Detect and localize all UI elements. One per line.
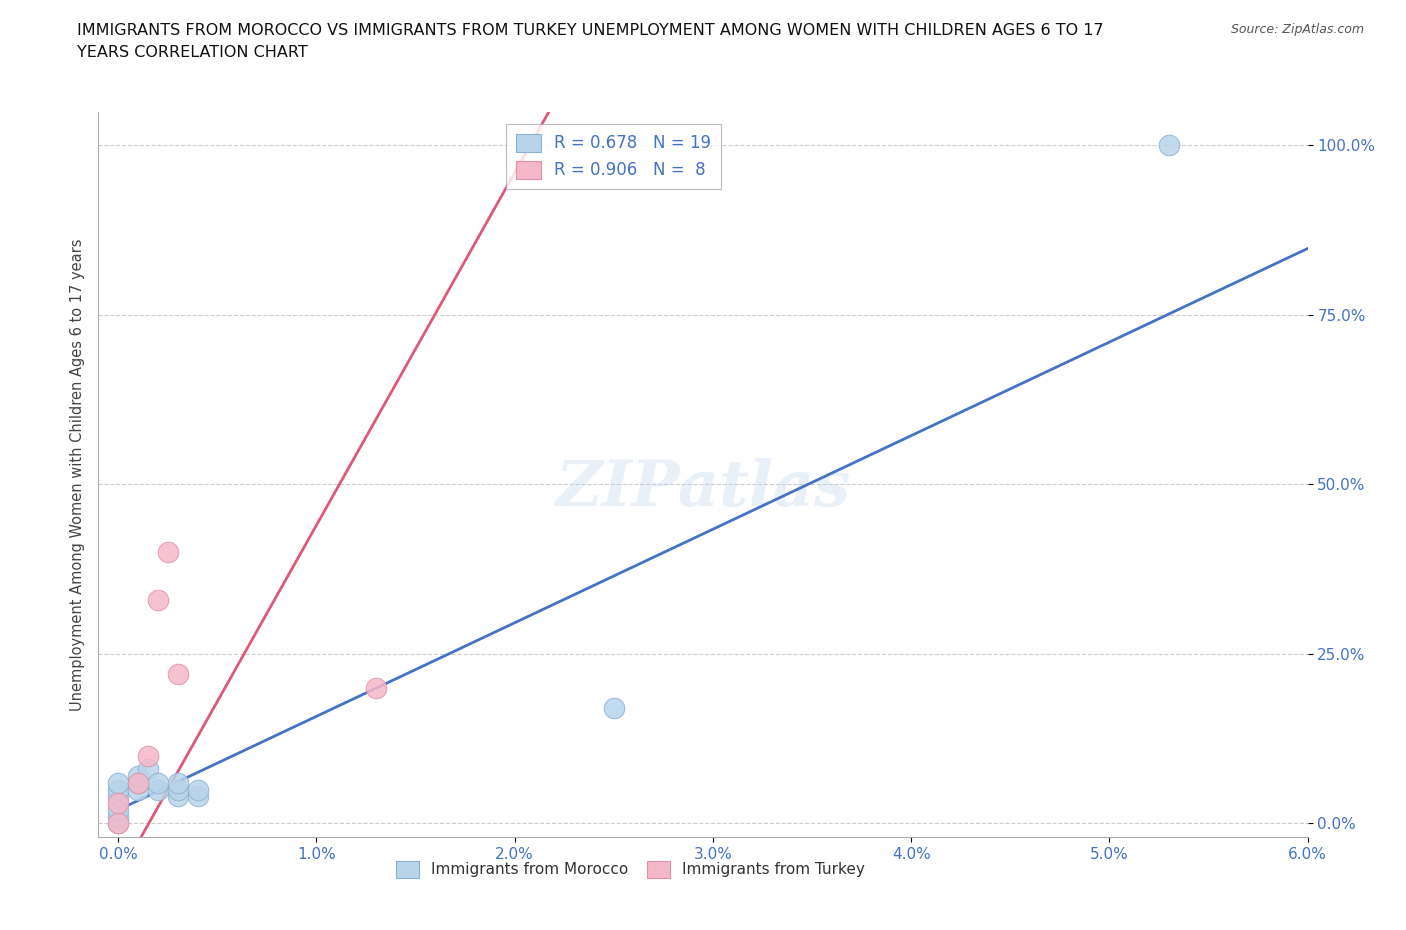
- Point: [166, 782, 188, 797]
- Point: [107, 789, 129, 804]
- Text: ZIPatlas: ZIPatlas: [555, 458, 851, 520]
- Point: [127, 768, 149, 783]
- Point: [107, 816, 129, 830]
- Point: [364, 681, 387, 696]
- Point: [127, 782, 149, 797]
- Point: [186, 789, 208, 804]
- Text: Source: ZipAtlas.com: Source: ZipAtlas.com: [1230, 23, 1364, 36]
- Point: [166, 667, 188, 682]
- Text: IMMIGRANTS FROM MOROCCO VS IMMIGRANTS FROM TURKEY UNEMPLOYMENT AMONG WOMEN WITH : IMMIGRANTS FROM MOROCCO VS IMMIGRANTS FR…: [77, 23, 1104, 38]
- Point: [166, 776, 188, 790]
- Point: [166, 789, 188, 804]
- Point: [127, 776, 149, 790]
- Point: [107, 803, 129, 817]
- Point: [107, 816, 129, 830]
- Point: [136, 762, 159, 777]
- Point: [107, 782, 129, 797]
- Legend: Immigrants from Morocco, Immigrants from Turkey: Immigrants from Morocco, Immigrants from…: [389, 855, 870, 884]
- Point: [136, 749, 159, 764]
- Point: [603, 700, 626, 715]
- Point: [107, 796, 129, 811]
- Point: [107, 776, 129, 790]
- Point: [107, 809, 129, 824]
- Point: [156, 545, 179, 560]
- Text: YEARS CORRELATION CHART: YEARS CORRELATION CHART: [77, 45, 308, 60]
- Point: [127, 776, 149, 790]
- Point: [146, 782, 169, 797]
- Point: [146, 592, 169, 607]
- Y-axis label: Unemployment Among Women with Children Ages 6 to 17 years: Unemployment Among Women with Children A…: [69, 238, 84, 711]
- Point: [1157, 138, 1180, 153]
- Point: [186, 782, 208, 797]
- Point: [146, 776, 169, 790]
